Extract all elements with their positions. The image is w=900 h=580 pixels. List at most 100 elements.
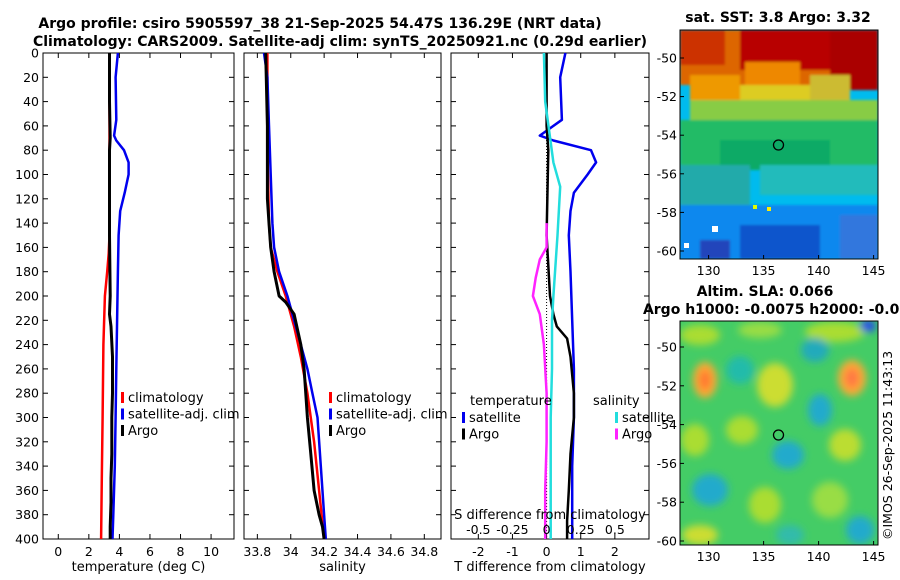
salinity-axes-box bbox=[243, 52, 442, 540]
sla-lat-tick-label: -50 bbox=[657, 340, 677, 355]
diff-s-tick-label: -0.25 bbox=[496, 522, 528, 537]
temperature-xtick-label: 10 bbox=[203, 544, 219, 559]
legend-salt-label: Argo bbox=[622, 428, 652, 443]
sla-lat-tick-label: -58 bbox=[657, 495, 677, 510]
depth-tick-label: 180 bbox=[15, 264, 39, 279]
depth-tick-label: 120 bbox=[15, 191, 39, 206]
sla-map: Altim. SLA: 0.066 Argo h1000: -0.0075 h2… bbox=[643, 284, 900, 564]
salinity-series-line bbox=[264, 52, 326, 540]
diff-s-tick-label: 0.5 bbox=[605, 522, 625, 537]
depth-tick-label: 300 bbox=[15, 410, 39, 425]
depth-tick-label: 40 bbox=[23, 94, 39, 109]
salinity-legend-label: satellite-adj. clim bbox=[336, 408, 448, 423]
temperature-axes-box bbox=[42, 52, 235, 540]
sst-lat-tick-label: -54 bbox=[657, 128, 677, 143]
depth-tick-label: 140 bbox=[15, 216, 39, 231]
differences-xtick-label: 2 bbox=[611, 544, 619, 559]
differences-series-line bbox=[542, 52, 562, 539]
sla-lon-tick-label: 135 bbox=[752, 549, 776, 564]
differences-series-line bbox=[545, 53, 576, 539]
temperature-xtick-label: 6 bbox=[146, 544, 154, 559]
sla-lat-tick-label: -56 bbox=[657, 456, 677, 471]
temperature-xtick-label: 8 bbox=[177, 544, 185, 559]
diff-s-tick-label: -0.5 bbox=[466, 522, 490, 537]
sst-lon-tick-label: 135 bbox=[752, 263, 776, 278]
sst-lat-tick-label: -52 bbox=[657, 89, 677, 104]
differences-xtick-label: 0 bbox=[543, 544, 551, 559]
sla-lon-tick-label: 130 bbox=[697, 549, 721, 564]
differences-xtick-label: -1 bbox=[506, 544, 518, 559]
temperature-panel: 0204060801001201401601802002202402602803… bbox=[15, 46, 239, 576]
temperature-xtick-label: 2 bbox=[85, 544, 93, 559]
temperature-legend-label: climatology bbox=[128, 391, 204, 406]
salinity-xtick-label: 34.6 bbox=[377, 544, 405, 559]
sla-lon-tick-label: 145 bbox=[862, 549, 886, 564]
legend-temperature-header: temperature bbox=[470, 394, 552, 409]
temperature-xlabel: temperature (deg C) bbox=[72, 560, 206, 575]
legend-salt-label: satellite bbox=[622, 411, 674, 426]
sst-lat-tick-label: -58 bbox=[657, 205, 677, 220]
legend-salinity-header: salinity bbox=[593, 394, 640, 409]
diff-s-tick-label: 0 bbox=[543, 522, 551, 537]
sst-lon-tick-label: 145 bbox=[862, 263, 886, 278]
legend-temp-swatch bbox=[462, 412, 465, 423]
depth-tick-label: 360 bbox=[15, 483, 39, 498]
sst-lat-tick-label: -56 bbox=[657, 166, 677, 181]
depth-tick-label: 80 bbox=[23, 143, 39, 158]
salinity-xtick-label: 34 bbox=[283, 544, 299, 559]
depth-tick-label: 280 bbox=[15, 386, 39, 401]
legend-temp-label: satellite bbox=[469, 411, 521, 426]
sla-lat-tick-label: -60 bbox=[657, 534, 677, 549]
diff-s-tick-label: 0.25 bbox=[567, 522, 595, 537]
figure-title-line1: Argo profile: csiro 5905597_38 21-Sep-20… bbox=[38, 16, 601, 32]
differences-xlabel: T difference from climatology bbox=[453, 560, 646, 575]
salinity-legend-swatch bbox=[329, 425, 332, 436]
imos-credit: ©IMOS 26-Sep-2025 11:43:13 bbox=[880, 351, 895, 540]
legend-salt-swatch bbox=[615, 412, 618, 423]
sst-float-marker bbox=[772, 139, 785, 151]
sst-map-title: sat. SST: 3.8 Argo: 3.32 bbox=[685, 10, 871, 26]
sst-lat-tick-label: -60 bbox=[657, 244, 677, 259]
depth-tick-label: 100 bbox=[15, 167, 39, 182]
figure-title-line2: Climatology: CARS2009. Satellite-adj cli… bbox=[33, 34, 647, 50]
sla-lat-tick-label: -54 bbox=[657, 417, 677, 432]
depth-tick-label: 240 bbox=[15, 337, 39, 352]
salinity-xlabel: salinity bbox=[319, 560, 366, 575]
sla-lon-tick-label: 140 bbox=[807, 549, 831, 564]
temperature-legend-swatch bbox=[121, 392, 124, 403]
temperature-legend-swatch bbox=[121, 425, 124, 436]
sla-map-title-line2: Argo h1000: -0.0075 h2000: -0.02 bbox=[643, 302, 900, 318]
depth-tick-label: 320 bbox=[15, 434, 39, 449]
salinity-legend-swatch bbox=[329, 392, 332, 403]
salinity-xtick-label: 34.8 bbox=[410, 544, 438, 559]
salinity-legend-swatch bbox=[329, 408, 332, 420]
depth-tick-label: 220 bbox=[15, 313, 39, 328]
sla-field bbox=[680, 321, 878, 545]
sla-float-marker bbox=[772, 429, 785, 441]
sst-map: sat. SST: 3.8 Argo: 3.32 bbox=[657, 10, 886, 278]
sst-lon-tick-label: 140 bbox=[807, 263, 831, 278]
differences-xtick-label: -2 bbox=[472, 544, 484, 559]
sst-field bbox=[680, 30, 878, 259]
sst-lat-tick-label: -50 bbox=[657, 51, 677, 66]
legend-temp-swatch bbox=[462, 428, 465, 440]
depth-tick-label: 400 bbox=[15, 532, 39, 547]
temperature-xtick-label: 0 bbox=[54, 544, 62, 559]
temperature-series-line bbox=[99, 53, 111, 540]
depth-tick-label: 60 bbox=[23, 118, 39, 133]
depth-tick-label: 340 bbox=[15, 459, 39, 474]
difference-panel: -2 -1 0 1 2T difference from climatology temp… bbox=[450, 52, 674, 575]
sst-lon-tick-label: 130 bbox=[697, 263, 721, 278]
salinity-series-line bbox=[266, 53, 326, 540]
temperature-series-line bbox=[111, 52, 130, 540]
differences-series-line bbox=[531, 223, 548, 539]
depth-tick-label: 200 bbox=[15, 289, 39, 304]
salinity-panel: 33.8 34 34.2 34.4 34.6 34.8 salinity climatolog… bbox=[243, 52, 448, 575]
sla-lat-tick-label: -52 bbox=[657, 378, 677, 393]
depth-tick-label: 260 bbox=[15, 361, 39, 376]
temperature-legend-swatch bbox=[121, 408, 124, 420]
diff-s-axis-label: S difference from climatology bbox=[454, 508, 646, 523]
legend-temp-label: Argo bbox=[469, 428, 499, 443]
salinity-xtick-label: 34.4 bbox=[344, 544, 372, 559]
